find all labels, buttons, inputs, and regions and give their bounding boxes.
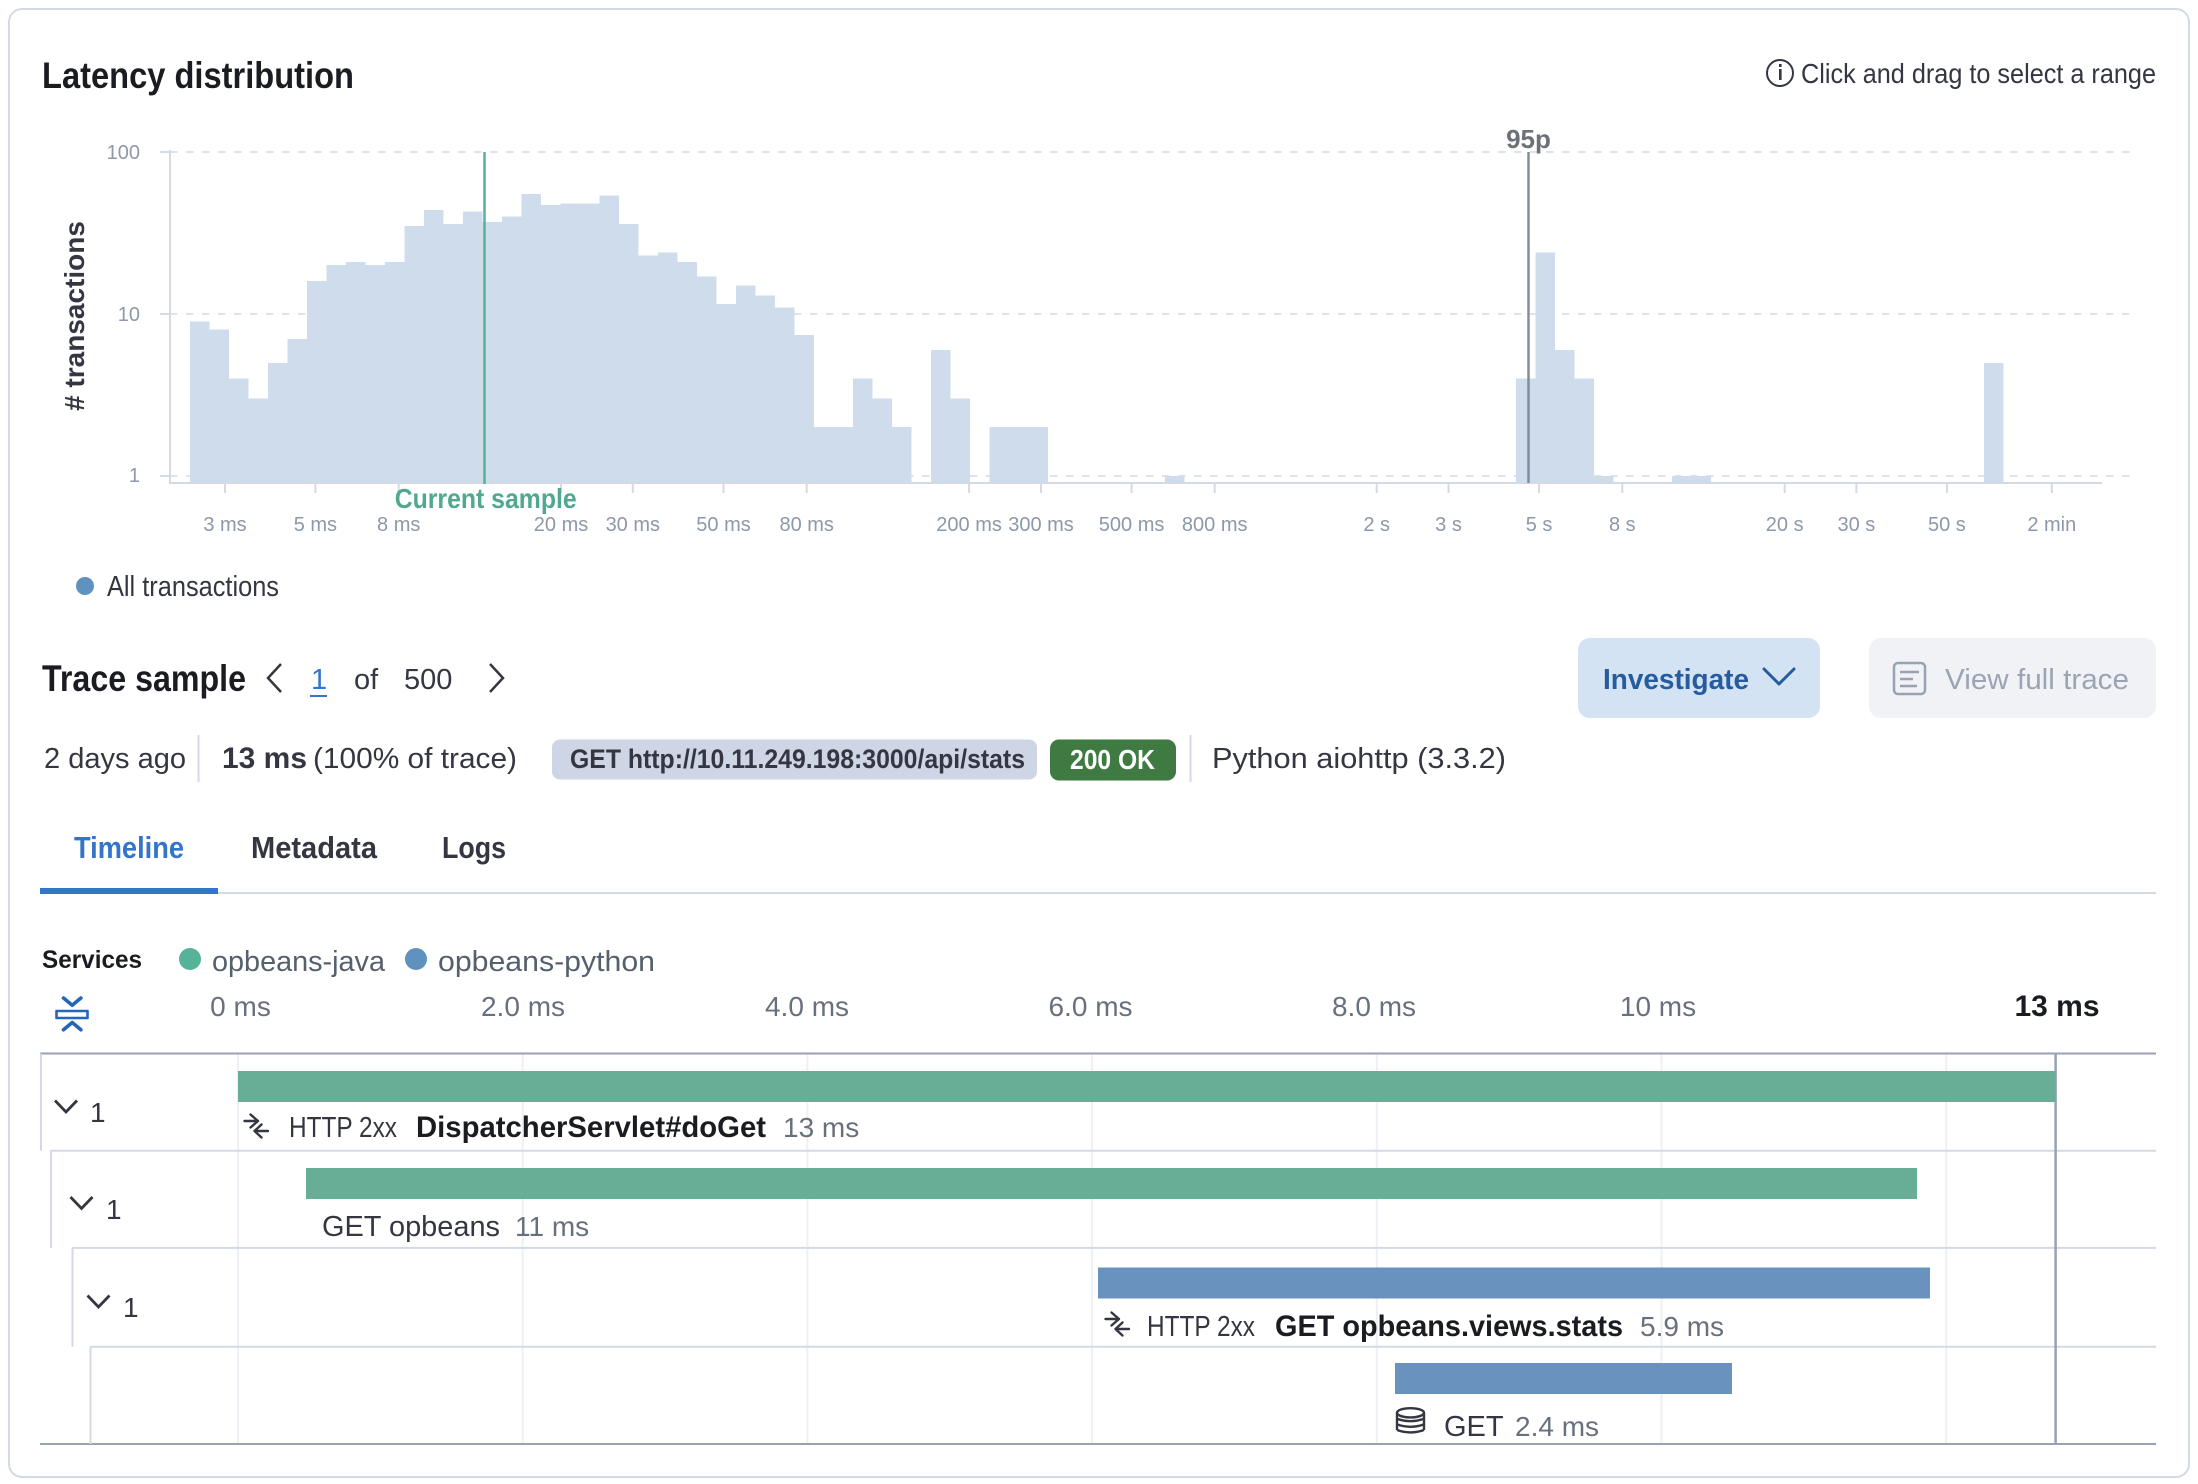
svg-text:8.0 ms: 8.0 ms — [1332, 991, 1416, 1022]
svg-text:30 ms: 30 ms — [606, 514, 660, 536]
svg-text:3 ms: 3 ms — [203, 514, 246, 536]
svg-text:DispatcherServlet#doGet: DispatcherServlet#doGet — [416, 1111, 766, 1144]
svg-text:All transactions: All transactions — [107, 571, 279, 603]
svg-text:Trace sample: Trace sample — [42, 658, 246, 699]
svg-text:2 s: 2 s — [1363, 514, 1390, 536]
svg-text:50 s: 50 s — [1928, 514, 1966, 536]
svg-text:5 s: 5 s — [1526, 514, 1553, 536]
svg-text:13 ms: 13 ms — [2014, 990, 2099, 1023]
svg-text:95p: 95p — [1506, 124, 1551, 154]
svg-text:5 ms: 5 ms — [294, 514, 337, 536]
svg-text:Latency distribution: Latency distribution — [42, 55, 354, 96]
svg-text:20 ms: 20 ms — [534, 514, 588, 536]
svg-text:Logs: Logs — [442, 830, 506, 865]
svg-text:Click and drag to select a ran: Click and drag to select a range — [1801, 58, 2156, 89]
svg-text:10 ms: 10 ms — [1620, 991, 1696, 1022]
svg-text:1: 1 — [123, 1292, 139, 1323]
svg-text:800 ms: 800 ms — [1182, 514, 1248, 536]
svg-text:20 s: 20 s — [1766, 514, 1804, 536]
svg-text:1: 1 — [90, 1097, 106, 1128]
svg-text:Python aiohttp (3.3.2): Python aiohttp (3.3.2) — [1212, 743, 1506, 775]
svg-text:HTTP 2xx: HTTP 2xx — [1147, 1311, 1255, 1343]
svg-text:of: of — [354, 664, 379, 696]
svg-text:6.0 ms: 6.0 ms — [1048, 991, 1132, 1022]
svg-text:50 ms: 50 ms — [696, 514, 750, 536]
svg-text:opbeans-java: opbeans-java — [212, 946, 386, 978]
svg-text:GET opbeans.views.stats: GET opbeans.views.stats — [1275, 1310, 1623, 1343]
svg-text:300 ms: 300 ms — [1008, 514, 1074, 536]
svg-text:Services: Services — [42, 946, 142, 974]
svg-text:Timeline: Timeline — [74, 830, 184, 865]
svg-text:200 ms: 200 ms — [936, 514, 1002, 536]
svg-text:HTTP 2xx: HTTP 2xx — [289, 1112, 397, 1144]
svg-text:0 ms: 0 ms — [210, 991, 271, 1022]
svg-text:1: 1 — [129, 465, 140, 487]
svg-text:1: 1 — [311, 664, 327, 696]
svg-text:80 ms: 80 ms — [779, 514, 833, 536]
svg-text:1: 1 — [106, 1194, 122, 1225]
svg-text:200 OK: 200 OK — [1070, 744, 1155, 775]
svg-text:# transactions: # transactions — [59, 221, 90, 411]
svg-text:500: 500 — [404, 664, 452, 696]
svg-text:11 ms: 11 ms — [515, 1211, 589, 1242]
svg-text:8 ms: 8 ms — [377, 514, 420, 536]
svg-text:13 ms: 13 ms — [222, 742, 307, 775]
svg-text:(100% of trace): (100% of trace) — [313, 743, 517, 775]
svg-text:Investigate: Investigate — [1603, 664, 1749, 696]
svg-text:Current sample: Current sample — [395, 483, 577, 514]
svg-text:2.4 ms: 2.4 ms — [1515, 1411, 1599, 1442]
svg-text:2 days ago: 2 days ago — [44, 743, 186, 775]
svg-text:GET opbeans: GET opbeans — [322, 1211, 500, 1243]
svg-text:10: 10 — [118, 304, 140, 326]
svg-text:2.0 ms: 2.0 ms — [481, 991, 565, 1022]
svg-text:View full trace: View full trace — [1945, 664, 2129, 696]
svg-text:2 min: 2 min — [2027, 514, 2076, 536]
svg-text:3 s: 3 s — [1435, 514, 1462, 536]
svg-text:30 s: 30 s — [1837, 514, 1875, 536]
svg-text:100: 100 — [107, 142, 140, 164]
svg-text:5.9 ms: 5.9 ms — [1640, 1311, 1724, 1342]
svg-text:opbeans-python: opbeans-python — [438, 946, 655, 978]
svg-text:500 ms: 500 ms — [1099, 514, 1165, 536]
svg-text:GET http://10.11.249.198:3000/: GET http://10.11.249.198:3000/api/stats — [570, 744, 1025, 774]
svg-text:13 ms: 13 ms — [783, 1112, 859, 1143]
svg-text:GET: GET — [1444, 1411, 1504, 1443]
svg-text:4.0 ms: 4.0 ms — [765, 991, 849, 1022]
svg-text:8 s: 8 s — [1609, 514, 1636, 536]
svg-text:Metadata: Metadata — [251, 830, 378, 865]
